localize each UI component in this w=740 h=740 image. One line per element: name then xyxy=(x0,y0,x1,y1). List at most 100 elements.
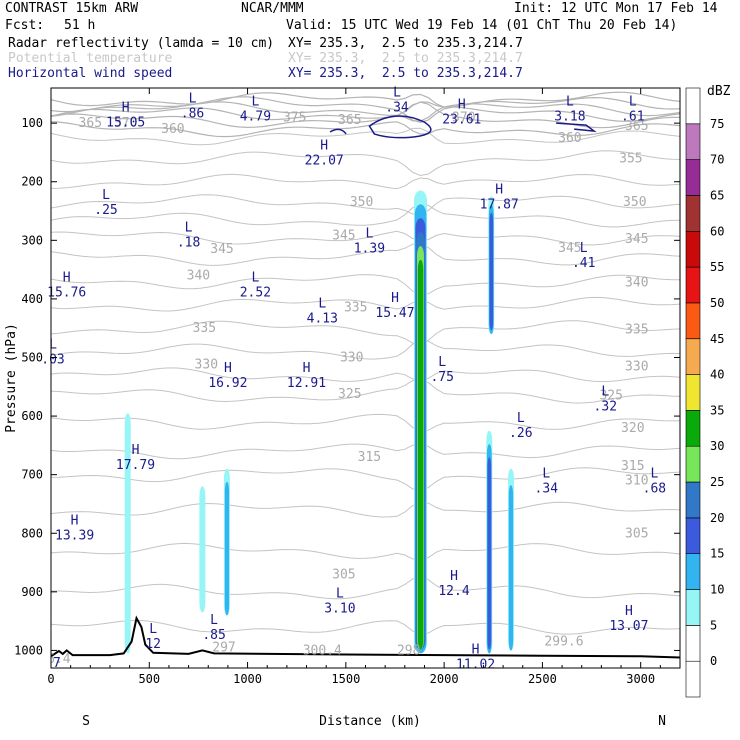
theta-label: 350 xyxy=(350,195,373,210)
theta-line xyxy=(51,121,680,138)
y-tick-label: 600 xyxy=(21,409,43,423)
wind-extremum-type: L xyxy=(189,92,197,107)
y-tick-label: 300 xyxy=(21,233,43,247)
reflectivity-cell xyxy=(199,486,206,613)
wind-extremum-value: .75 xyxy=(430,370,453,385)
reflectivity-cell xyxy=(489,212,494,331)
wind-extremum-value: 13.07 xyxy=(609,619,648,634)
x-tick-label: 500 xyxy=(138,672,160,686)
colorbar-swatch xyxy=(685,159,701,196)
wind-extremum-type: H xyxy=(63,270,71,285)
wind-extremum-value: 12.4 xyxy=(438,584,469,599)
wind-extremum-value: 3.18 xyxy=(554,110,585,125)
field-wind-xy: XY= 235.3, 2.5 to 235.3,214.7 xyxy=(288,66,523,81)
colorbar-swatch xyxy=(685,266,701,304)
wind-extremum-type: L xyxy=(210,613,218,628)
reflectivity-cell xyxy=(124,413,131,654)
wind-extremum-value: 15.76 xyxy=(47,285,86,300)
wind-extremum-value: 13.39 xyxy=(55,528,94,543)
init-time: Init: 12 UTC Mon 17 Feb 14 xyxy=(514,1,718,16)
theta-label: 345 xyxy=(625,232,648,247)
theta-label: 370 xyxy=(114,116,137,131)
wind-extremum-value: .18 xyxy=(177,236,200,251)
theta-line xyxy=(51,96,680,124)
wind-extremum-value: 3.10 xyxy=(324,602,355,617)
wind-extremum-type: L xyxy=(251,270,259,285)
y-axis-label: Pressure (hPa) xyxy=(4,323,19,433)
x-axis-north-label: N xyxy=(658,714,666,729)
y-tick-label: 200 xyxy=(21,175,43,189)
theta-line xyxy=(51,243,680,266)
colorbar-swatch xyxy=(685,481,701,519)
wind-extremum-type: H xyxy=(625,604,633,619)
theta-label: 330 xyxy=(195,358,218,373)
colorbar-swatch xyxy=(685,410,701,447)
y-tick-label: 800 xyxy=(21,526,43,540)
theta-line xyxy=(51,230,680,246)
theta-line xyxy=(51,106,680,122)
wind-extremum-type: L xyxy=(629,95,637,110)
axes: 0 500 1000 1500 2000 2500 3000 100 200 300 400 500 6… xyxy=(14,88,681,686)
wind-extremum-type: L xyxy=(580,241,588,256)
wind-extremum-value: 11.02 xyxy=(456,657,495,672)
wind-extremum-type: L xyxy=(102,188,110,203)
theta-label: 345 xyxy=(332,229,355,244)
wind-extremum-type: L xyxy=(601,385,609,400)
colorbar-label: 50 xyxy=(710,296,724,310)
wind-extremum-type: H xyxy=(303,361,311,376)
theta-line xyxy=(51,340,680,360)
wind-extremum-type: H xyxy=(458,97,466,112)
theta-label: 360 xyxy=(558,131,581,146)
reflectivity-cell xyxy=(487,457,492,650)
theta-label: 330 xyxy=(625,359,648,374)
x-tick-label: 1000 xyxy=(233,672,262,686)
y-tick-label: 900 xyxy=(21,585,43,599)
theta-label: 315 xyxy=(621,459,644,474)
theta-line xyxy=(51,296,680,312)
valid-time: Valid: 15 UTC Wed 19 Feb 14 (01 ChT Thu … xyxy=(286,18,678,33)
theta-label: 299.6 xyxy=(544,635,583,650)
wind-extremum-type: L xyxy=(517,411,525,426)
wind-extremum-type: L xyxy=(49,338,57,353)
y-tick-label: 1000 xyxy=(14,643,43,657)
wind-extremum-value: .61 xyxy=(621,110,644,125)
wind-extremum-value: 16.92 xyxy=(208,376,247,391)
colorbar-swatch xyxy=(685,660,701,698)
reflectivity-field xyxy=(124,190,514,654)
colorbar-swatch xyxy=(685,87,701,125)
model-name: CONTRAST 15km ARW xyxy=(5,1,139,16)
wind-extremum-type: L xyxy=(251,95,259,110)
theta-label: 305 xyxy=(332,567,355,582)
y-tick-label: 700 xyxy=(21,468,43,482)
wind-extremum-type: L xyxy=(438,355,446,370)
terrain-line xyxy=(51,615,680,659)
forecast-hour: 51 h xyxy=(64,18,96,33)
theta-label: 345 xyxy=(558,241,581,256)
colorbar-swatch xyxy=(685,445,701,483)
wind-extremum-value: .86 xyxy=(181,107,204,122)
theta-line xyxy=(51,367,680,383)
theta-label: 365 xyxy=(79,116,102,131)
theta-line xyxy=(51,127,680,146)
forecast-label: Fcst: xyxy=(5,18,45,33)
potential-temperature-contours xyxy=(51,91,680,635)
theta-label: 365 xyxy=(338,113,361,128)
theta-line xyxy=(51,576,680,600)
colorbar-label: 15 xyxy=(710,547,724,561)
wind-extremum-type: H xyxy=(132,443,140,458)
theta-label: 325 xyxy=(599,389,622,404)
wind-extremum-value: 1.39 xyxy=(354,241,385,256)
x-axis-label: Distance (km) xyxy=(319,714,421,729)
wind-extremum-value: 4.13 xyxy=(307,312,338,327)
theta-line xyxy=(51,194,680,215)
wind-extremum-value: .03 xyxy=(41,353,64,368)
theta-line xyxy=(51,467,680,491)
theta-label: 360 xyxy=(161,122,184,137)
theta-line xyxy=(51,501,680,518)
colorbar-label: 60 xyxy=(710,224,724,238)
wind-extremum-type: H xyxy=(391,291,399,306)
colorbar-label: 65 xyxy=(710,189,724,203)
theta-label: 335 xyxy=(344,301,367,316)
wind-extremum-type: L xyxy=(566,95,574,110)
colorbar-swatch xyxy=(685,553,701,590)
